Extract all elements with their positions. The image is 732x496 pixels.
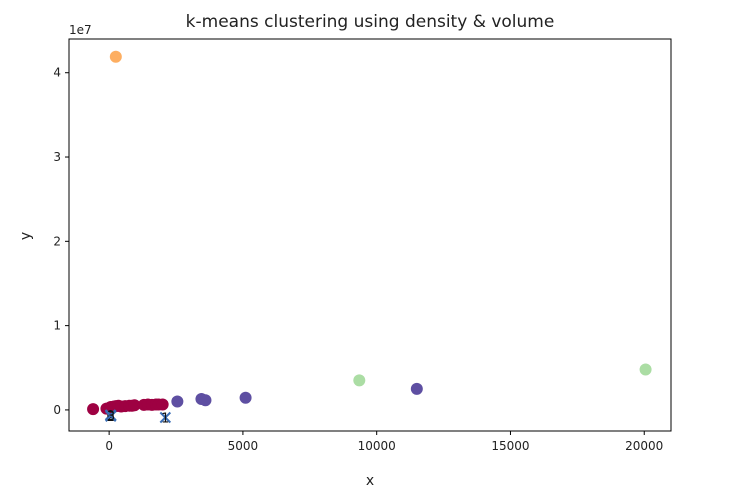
data-point-cluster-1	[171, 395, 184, 408]
centroid-x-mark	[159, 411, 172, 424]
data-point-cluster-3	[109, 50, 122, 63]
x-tick-label: 20000	[625, 439, 663, 453]
y-axis-label: y	[18, 232, 34, 240]
centroid-label: 3	[107, 409, 115, 424]
data-point-cluster-2	[639, 363, 652, 376]
x-tick-label: 0	[105, 439, 113, 453]
y-offset-text: 1e7	[69, 23, 92, 37]
data-point-cluster-1	[199, 394, 212, 407]
y-tick-label: 1	[53, 319, 61, 333]
data-points	[87, 50, 652, 416]
centroid-label: 2	[107, 410, 115, 425]
data-point-cluster-0	[87, 403, 100, 416]
x-tick-label: 10000	[358, 439, 396, 453]
centroid-3: 3	[105, 409, 117, 424]
y-tick-label: 3	[53, 150, 61, 164]
data-point-cluster-1	[239, 391, 252, 404]
data-point-cluster-0	[128, 399, 141, 412]
plot-frame	[68, 38, 672, 432]
centroid-x-mark	[105, 409, 117, 422]
data-point-cluster-2	[353, 374, 366, 387]
data-point-cluster-1	[410, 382, 423, 395]
centroid-label: 1	[161, 412, 169, 427]
x-axis-label: x	[366, 473, 374, 489]
x-tick-label: 5000	[228, 439, 259, 453]
data-point-cluster-0	[156, 398, 169, 411]
x-tick-label: 15000	[491, 439, 529, 453]
centroid-1: 1	[159, 411, 172, 427]
y-tick-label: 2	[53, 234, 61, 248]
y-tick-label: 0	[53, 403, 61, 417]
y-tick-label: 4	[53, 66, 61, 80]
chart-title: k-means clustering using density & volum…	[186, 12, 555, 32]
